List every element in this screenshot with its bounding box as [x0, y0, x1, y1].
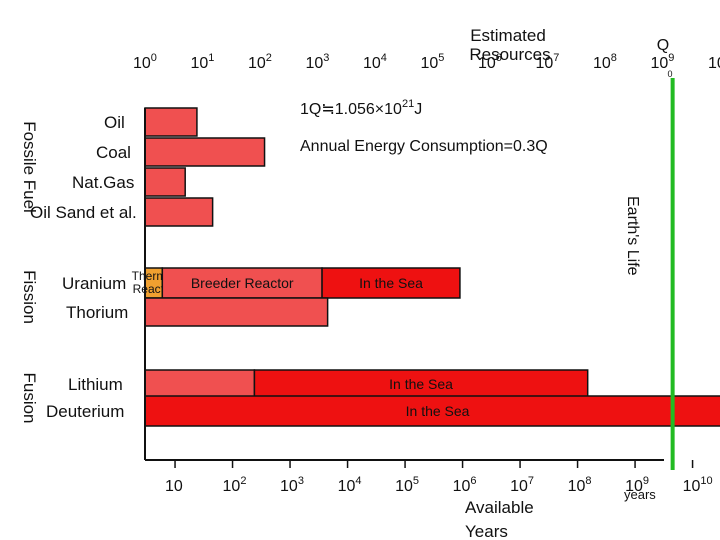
x-axis-label-line2: Years: [465, 522, 508, 540]
bar-segment: [321, 267, 461, 299]
resource-label: Deuterium: [46, 402, 124, 421]
x-axis-label: Available: [465, 498, 534, 517]
bar-segment: [144, 197, 214, 227]
top-tick-label: 102: [248, 52, 272, 72]
bottom-tick-label: 107: [510, 475, 534, 495]
bottom-tick-label: 1010: [683, 475, 713, 495]
top-tick-label: 101: [708, 52, 720, 72]
group-label: Fusion: [20, 372, 39, 423]
bottom-tick-label: 109: [625, 475, 649, 495]
top-tick-label: 103: [306, 52, 330, 72]
bottom-tick-label: 108: [568, 475, 592, 495]
chart-title-line2: Resources: [469, 45, 550, 64]
bar-segment: [144, 395, 720, 427]
group-label: Fission: [20, 270, 39, 324]
resource-label: Thorium: [66, 303, 128, 322]
top-tick-label: 106: [478, 52, 502, 72]
top-tick-label: 109: [651, 52, 675, 72]
top-tick-label: 105: [421, 52, 445, 72]
top-tick-label: 100: [133, 52, 157, 72]
resource-label: Nat.Gas: [72, 173, 134, 192]
top-axis: 100 101 102 103 104 105 106 107 108 109 101: [133, 52, 720, 72]
chart-title: Estimated: [470, 26, 546, 45]
resource-label: Lithium: [68, 375, 123, 394]
segment-label: In the Sea: [359, 275, 423, 291]
segment-label: In the Sea: [389, 376, 453, 392]
bar-segment: [144, 167, 186, 197]
top-tick-label: 104: [363, 52, 387, 72]
bottom-tick-label: 106: [453, 475, 477, 495]
bar-segment: [144, 297, 329, 327]
annual-consumption-note: Annual Energy Consumption=0.3Q: [300, 138, 548, 155]
bottom-tick-label: 102: [223, 475, 247, 495]
group-labels: Fossile Fuel Fission Fusion: [20, 121, 39, 423]
bar-segment: [144, 107, 198, 137]
top-axis-unit: Q: [657, 37, 669, 54]
unit-note: 1Q≒1.056×1021J: [300, 98, 422, 118]
resource-label: Oil Sand et al.: [30, 203, 137, 222]
top-tick-label: 107: [536, 52, 560, 72]
years-label: years: [624, 487, 656, 502]
top-tick-label: 101: [191, 52, 215, 72]
resource-label: Uranium: [62, 274, 126, 293]
top-axis-unit-suffix: 0: [667, 69, 672, 79]
bar-segment: [144, 137, 266, 167]
segment-label: In the Sea: [406, 403, 470, 419]
top-tick-label: 108: [593, 52, 617, 72]
bottom-axis: 10 102 103 104 105 106 107 108 109 1010: [165, 460, 713, 495]
bottom-tick-label: 104: [338, 475, 362, 495]
bottom-tick-label: 105: [395, 475, 419, 495]
resource-label: Oil: [104, 113, 125, 132]
earth-life-label: Earth's Life: [624, 196, 641, 276]
bar-segment: [144, 369, 256, 399]
group-label: Fossile Fuel: [20, 121, 39, 213]
bottom-tick-label: 10: [165, 478, 183, 495]
resource-label: Coal: [96, 143, 131, 162]
bottom-tick-label: 103: [280, 475, 304, 495]
segment-label: Breeder Reactor: [191, 275, 294, 291]
